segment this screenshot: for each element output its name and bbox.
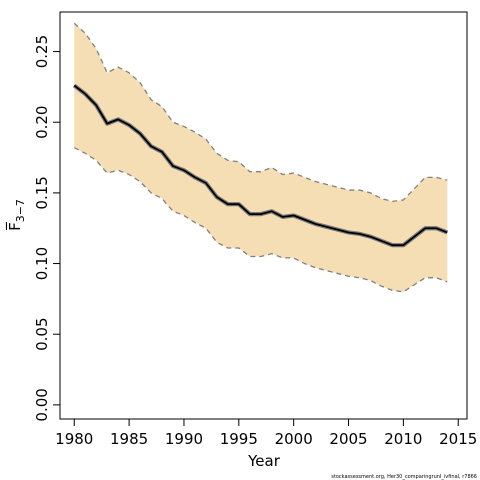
x-tick-label: 2005 [329,430,367,448]
series-line-layer [72,22,449,293]
upper-bound-line [73,22,448,203]
y-tick-label: 0.05 [33,318,51,351]
x-tick-label: 1980 [55,430,93,448]
x-tick-label: 1985 [110,430,148,448]
x-tick-label: 2000 [275,430,313,448]
y-axis-title: F̅3−7 [5,199,27,231]
axes [53,11,468,426]
y-tick-label: 0.00 [33,388,51,421]
x-tick-label: 2010 [384,430,422,448]
y-tick-label: 0.10 [33,247,51,280]
x-tick-label: 2015 [439,430,477,448]
y-axis-title-main: F̅ [5,221,24,231]
y-axis-title-subscript: 3−7 [14,199,27,222]
svg-text:F̅3−7: F̅3−7 [5,199,27,231]
confidence-band [74,23,448,292]
y-tick-label: 0.20 [33,106,51,139]
plot-frame [59,11,468,420]
estimate-line [73,84,448,247]
y-tick-label: 0.15 [33,176,51,209]
credit-text: stockassessment.org, Her30_comparingrunI… [331,474,477,480]
x-tick-label: 1990 [165,430,203,448]
tick-labels: 1980 1985 1990 1995 2000 2005 2010 2015 0.00 0.05… [33,35,477,448]
x-tick-label: 1995 [220,430,258,448]
confidence-band-layer [74,23,448,292]
x-axis-title: Year [247,452,281,470]
lower-bound-line [73,147,448,293]
y-tick-label: 0.25 [33,35,51,68]
